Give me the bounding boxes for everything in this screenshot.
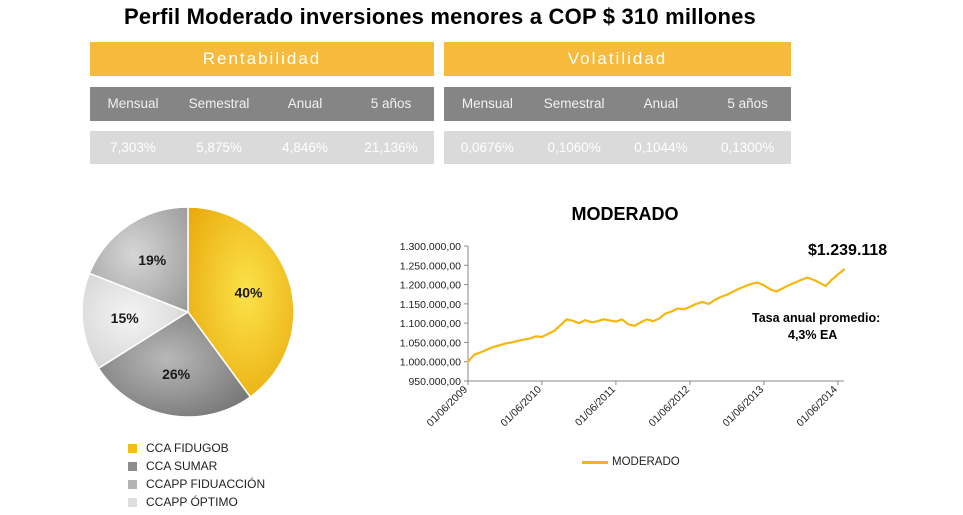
volatilidad-values-row: 0,0676% 0,1060% 0,1044% 0,1300% bbox=[444, 131, 791, 164]
x-tick-label: 01/06/2009 bbox=[424, 384, 470, 430]
page-title: Perfil Moderado inversiones menores a CO… bbox=[124, 4, 756, 29]
legend-swatch bbox=[582, 460, 608, 464]
legend-label: MODERADO bbox=[612, 456, 680, 468]
column-header: Semestral bbox=[188, 96, 250, 111]
legend-label: CCAPP FIDUACCIÓN bbox=[146, 477, 266, 491]
line-chart-title: MODERADO bbox=[571, 204, 679, 224]
x-tick-label: 01/06/2014 bbox=[794, 384, 840, 430]
pie-slice-label: 26% bbox=[162, 366, 191, 382]
line-legend: MODERADO bbox=[582, 456, 680, 468]
legend-swatch bbox=[128, 497, 137, 507]
column-header: 5 años bbox=[370, 96, 412, 111]
table-cell: 0,1060% bbox=[547, 140, 601, 155]
volatilidad-header: Volatilidad bbox=[444, 42, 791, 76]
x-tick-label: 01/06/2010 bbox=[498, 384, 544, 430]
rate-value: 4,3% EA bbox=[788, 328, 838, 342]
legend-swatch bbox=[128, 443, 137, 453]
y-tick-label: 1.200.000,00 bbox=[400, 280, 461, 292]
rentabilidad-values-row: 7,303% 5,875% 4,846% 21,136% bbox=[90, 131, 434, 164]
legend-swatch bbox=[128, 461, 137, 471]
pie-chart: 40% 26% 15% 19% bbox=[81, 206, 295, 418]
pie-slice bbox=[97, 310, 252, 418]
line-series bbox=[466, 268, 846, 363]
y-tick-label: 1.150.000,00 bbox=[400, 299, 461, 311]
series-line-moderado bbox=[466, 268, 846, 363]
x-axis: 01/06/2009 01/06/2010 01/06/2011 01/06/2012… bbox=[424, 380, 844, 430]
x-tick-label: 01/06/2013 bbox=[720, 384, 766, 430]
rentabilidad-table: Rentabilidad Mensual Semestral Anual 5 a… bbox=[90, 42, 434, 164]
legend-item: CCAPP ÓPTIMO bbox=[128, 494, 238, 510]
y-tick-label: 1.100.000,00 bbox=[400, 318, 461, 330]
volatilidad-column-headers: Mensual Semestral Anual 5 años bbox=[444, 87, 791, 121]
x-tick-label: 01/06/2011 bbox=[573, 384, 618, 429]
legend-item: CCAPP FIDUACCIÓN bbox=[128, 476, 265, 492]
table-cell: 5,875% bbox=[196, 140, 242, 155]
y-tick-label: 1.050.000,00 bbox=[400, 337, 461, 349]
column-header: Anual bbox=[643, 96, 679, 111]
y-tick-label: 1.300.000,00 bbox=[400, 241, 461, 253]
column-header: Mensual bbox=[107, 96, 159, 111]
legend-label: CCA SUMAR bbox=[146, 459, 218, 473]
rentabilidad-column-headers: Mensual Semestral Anual 5 años bbox=[90, 87, 434, 121]
pie-slice bbox=[187, 206, 295, 398]
legend-item: CCA SUMAR bbox=[128, 458, 217, 474]
legend-label: CCA FIDUGOB bbox=[146, 441, 229, 455]
rentabilidad-header: Rentabilidad bbox=[90, 42, 434, 76]
legend-item: CCA FIDUGOB bbox=[128, 440, 229, 456]
y-tick-label: 950.000,00 bbox=[408, 376, 461, 388]
pie-slice-label: 15% bbox=[111, 310, 140, 326]
pie-slices bbox=[81, 206, 295, 418]
table-cell: 7,303% bbox=[110, 140, 156, 155]
column-header: Mensual bbox=[461, 96, 513, 111]
x-tick-label: 01/06/2012 bbox=[647, 384, 693, 430]
legend-swatch bbox=[128, 479, 137, 489]
table-cell: 21,136% bbox=[364, 140, 418, 155]
table-cell: 0,1044% bbox=[634, 140, 688, 155]
volatilidad-table: Volatilidad Mensual Semestral Anual 5 añ… bbox=[444, 42, 791, 164]
column-header: Anual bbox=[287, 96, 323, 111]
line-chart: 950.000,00 1.000.000,00 1.050.000,00 1.100.… bbox=[400, 241, 846, 430]
pie-slice bbox=[88, 206, 189, 314]
table-cell: 4,846% bbox=[282, 140, 328, 155]
pie-slice-label: 40% bbox=[234, 285, 263, 301]
pie-slice-label: 19% bbox=[138, 252, 167, 268]
table-cell: 0,1300% bbox=[720, 140, 775, 155]
pie-slice bbox=[81, 272, 190, 370]
y-tick-label: 1.000.000,00 bbox=[400, 357, 461, 369]
column-header: 5 años bbox=[727, 96, 768, 111]
y-tick-label: 1.250.000,00 bbox=[400, 260, 461, 272]
column-header: Semestral bbox=[543, 96, 605, 111]
final-value-annotation: $1.239.118 bbox=[808, 242, 888, 259]
rate-label: Tasa anual promedio: bbox=[752, 311, 881, 325]
table-cell: 0,0676% bbox=[460, 140, 515, 155]
pie-labels: 40% 26% 15% 19% bbox=[111, 252, 263, 382]
y-axis: 950.000,00 1.000.000,00 1.050.000,00 1.100.… bbox=[400, 241, 469, 388]
legend-label: CCAPP ÓPTIMO bbox=[146, 495, 238, 509]
